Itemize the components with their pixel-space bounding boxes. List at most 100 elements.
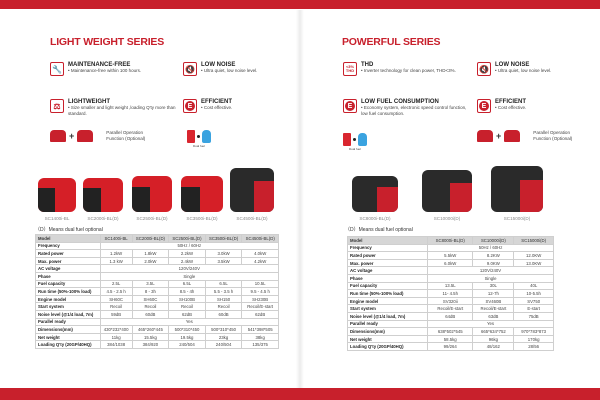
table-cell: 4.2kW: [241, 256, 279, 266]
top-banner: [0, 0, 600, 9]
table-cell: 40L: [513, 281, 554, 291]
table-row: Noise level (@1/4 load, 7m) 59dB 60dB 62dB 6…: [35, 309, 279, 319]
table-cell: Recoil/E-start: [472, 304, 515, 313]
right-series-title: POWERFUL SERIES: [342, 36, 441, 48]
feature-title: MAINTENANCE-FREE: [68, 62, 131, 68]
table-cell: 10.5L: [241, 279, 279, 289]
row-label: Net weight: [35, 332, 101, 342]
parallel-label: Parallel Operation Function (Optional): [106, 130, 146, 141]
generator-icon: [77, 130, 94, 142]
table-cell: Yes: [427, 319, 554, 329]
table-header: Model SC1400i-BL SC2000i-BL(D) SC2500i-BL(D…: [35, 234, 279, 243]
generator-image: [230, 168, 274, 212]
efficient-e-icon: E: [477, 99, 491, 113]
row-label: Rated power: [346, 251, 429, 260]
table-header: Model SC8000i-BL(D) SC10000i(D) SC15000i(D): [346, 236, 554, 245]
feature-desc: • Cost effective.: [495, 105, 527, 110]
table-cell: Recoil/E-start: [241, 302, 279, 311]
column-header: Model: [346, 236, 429, 245]
feature-maintenance-free: 🔧 MAINTENANCE-FREE • Maintenance-free wit…: [50, 62, 180, 76]
lpg-tank-icon: [202, 130, 211, 143]
product-label: SC4500i-BL(D): [236, 216, 268, 221]
row-label: Parallel ready: [346, 319, 429, 329]
table-cell: 2.4kW: [168, 256, 206, 266]
table-row: Max. power 1.3 kW 2.0kW 2.4kW 3.5kW 4.2kW: [35, 256, 279, 266]
table-row: Parallel ready Yes: [35, 317, 280, 327]
feature-low-noise: 🔇 LOW NOISE • Ultra quiet, low noise leve…: [183, 62, 313, 76]
row-label: Frequency: [346, 243, 429, 253]
generator-image: [352, 176, 398, 212]
table-cell: 3.5kW: [204, 256, 243, 266]
table-row: Start system Recoil/E-start Recoil/E-start…: [346, 304, 554, 313]
feature-desc: • Inverter technology for clean power, T…: [361, 68, 456, 73]
column-header: SC4500i-BL(D): [241, 234, 279, 243]
table-row: Loading Q'ty (20GP/40HQ) 384/1038 384/920 2…: [35, 340, 279, 349]
table-row: Start system Recoil Recoil Recoil Recoil Reco…: [35, 302, 279, 311]
table-cell: 3.5L: [131, 279, 170, 289]
row-label: Max. power: [35, 256, 101, 266]
table-cell: 240/504: [168, 340, 206, 349]
gas-pump-icon: [187, 130, 195, 143]
feature-title: THD: [361, 62, 374, 68]
plus-icon: +: [69, 131, 75, 141]
table-row: Engine model SH60C SH60C SH100B SH150 SH230B: [35, 294, 279, 304]
product-sc2000i-bl-d-: SC2000i-BL(D): [79, 178, 127, 221]
table-cell: Single: [427, 273, 554, 283]
right-dual-fuel: Dual fuel: [343, 133, 367, 151]
generator-image: [422, 170, 472, 212]
feature-title: LIGHTWEIGHT: [68, 99, 110, 105]
row-label: Parallel ready: [35, 317, 101, 327]
row-label: Frequency: [35, 241, 101, 251]
generator-image: [181, 176, 223, 212]
table-cell: 63dB: [472, 311, 515, 321]
table-row: Net weight 11kg 15.5kg 19.5kg 23kg 38kg: [35, 332, 279, 342]
table-cell: 28/56: [513, 342, 554, 351]
row-label: Start system: [346, 304, 429, 313]
table-cell: 6.5L: [204, 279, 243, 289]
table-cell: 4.0kW: [241, 249, 279, 258]
table-cell: Recoil: [204, 302, 243, 311]
table-cell: 970*783*873: [513, 327, 554, 336]
right-dual-fuel-note: （D）Means dual fuel optional: [345, 227, 413, 233]
table-cell: 8 - 3h: [131, 287, 170, 296]
thd-icon: <3% THD: [343, 62, 357, 76]
product-sc2500i-bl-d-: SC2500i-BL(D): [128, 176, 176, 221]
row-label: Start system: [35, 302, 101, 311]
bottom-banner: [0, 388, 600, 400]
right-parallel-operation: + Parallel Operation Function (Optional): [477, 130, 583, 142]
feature-low-fuel-consumption: E LOW FUEL CONSUMPTION • Economy system, …: [343, 99, 473, 117]
table-row: Noise level (@1/4 load, 7m) 64dB 63dB 75dB: [346, 311, 554, 321]
row-label: Noise level (@1/4 load, 7m): [35, 309, 101, 319]
generator-image: [132, 176, 172, 212]
table-row: Run time (50%-100% load) 11- 4.5h 12-7h 10-…: [346, 289, 554, 298]
product-label: SC2000i-BL(D): [87, 216, 119, 221]
feature-desc: • Ultra quiet, low noise level.: [495, 68, 552, 73]
table-cell: 465*260*445: [131, 325, 170, 334]
dual-fuel-label: Dual fuel: [349, 147, 361, 151]
feature-low-noise: 🔇 LOW NOISE • Ultra quiet, low noise leve…: [477, 62, 600, 76]
table-cell: 12-7h: [472, 289, 515, 298]
table-cell: 15.5kg: [131, 332, 170, 342]
table-cell: 9.5 - 4.5 h: [241, 287, 279, 296]
table-cell: 13.0KW: [513, 258, 554, 268]
efficient-e-icon: E: [343, 99, 357, 113]
table-cell: 2.2kW: [168, 249, 206, 258]
feature-desc: • Economy system, electronic speed contr…: [361, 105, 467, 116]
dual-fuel-label: Dual fuel: [193, 144, 205, 148]
feature-title: EFFICIENT: [495, 99, 526, 105]
table-cell: 75dB: [513, 311, 554, 321]
table-cell: 638*502*545: [427, 327, 474, 336]
table-cell: 59dB: [99, 309, 133, 319]
row-label: Dimensions(mm): [35, 325, 101, 334]
table-cell: E-start: [513, 304, 554, 313]
product-label: SC3500i-BL(D): [186, 216, 218, 221]
table-row: Loading Q'ty (20GP/40HQ) 99/264 48/162 28/5…: [346, 342, 554, 351]
table-cell: 13.5L: [427, 281, 474, 291]
generator-image: [38, 178, 76, 212]
table-cell: SH60C: [131, 294, 170, 304]
lpg-tank-icon: [358, 133, 367, 146]
product-label: SC8000i-BL(D): [359, 216, 391, 221]
table-cell: Single: [99, 271, 280, 281]
product-label: SC10000i(D): [433, 216, 461, 221]
